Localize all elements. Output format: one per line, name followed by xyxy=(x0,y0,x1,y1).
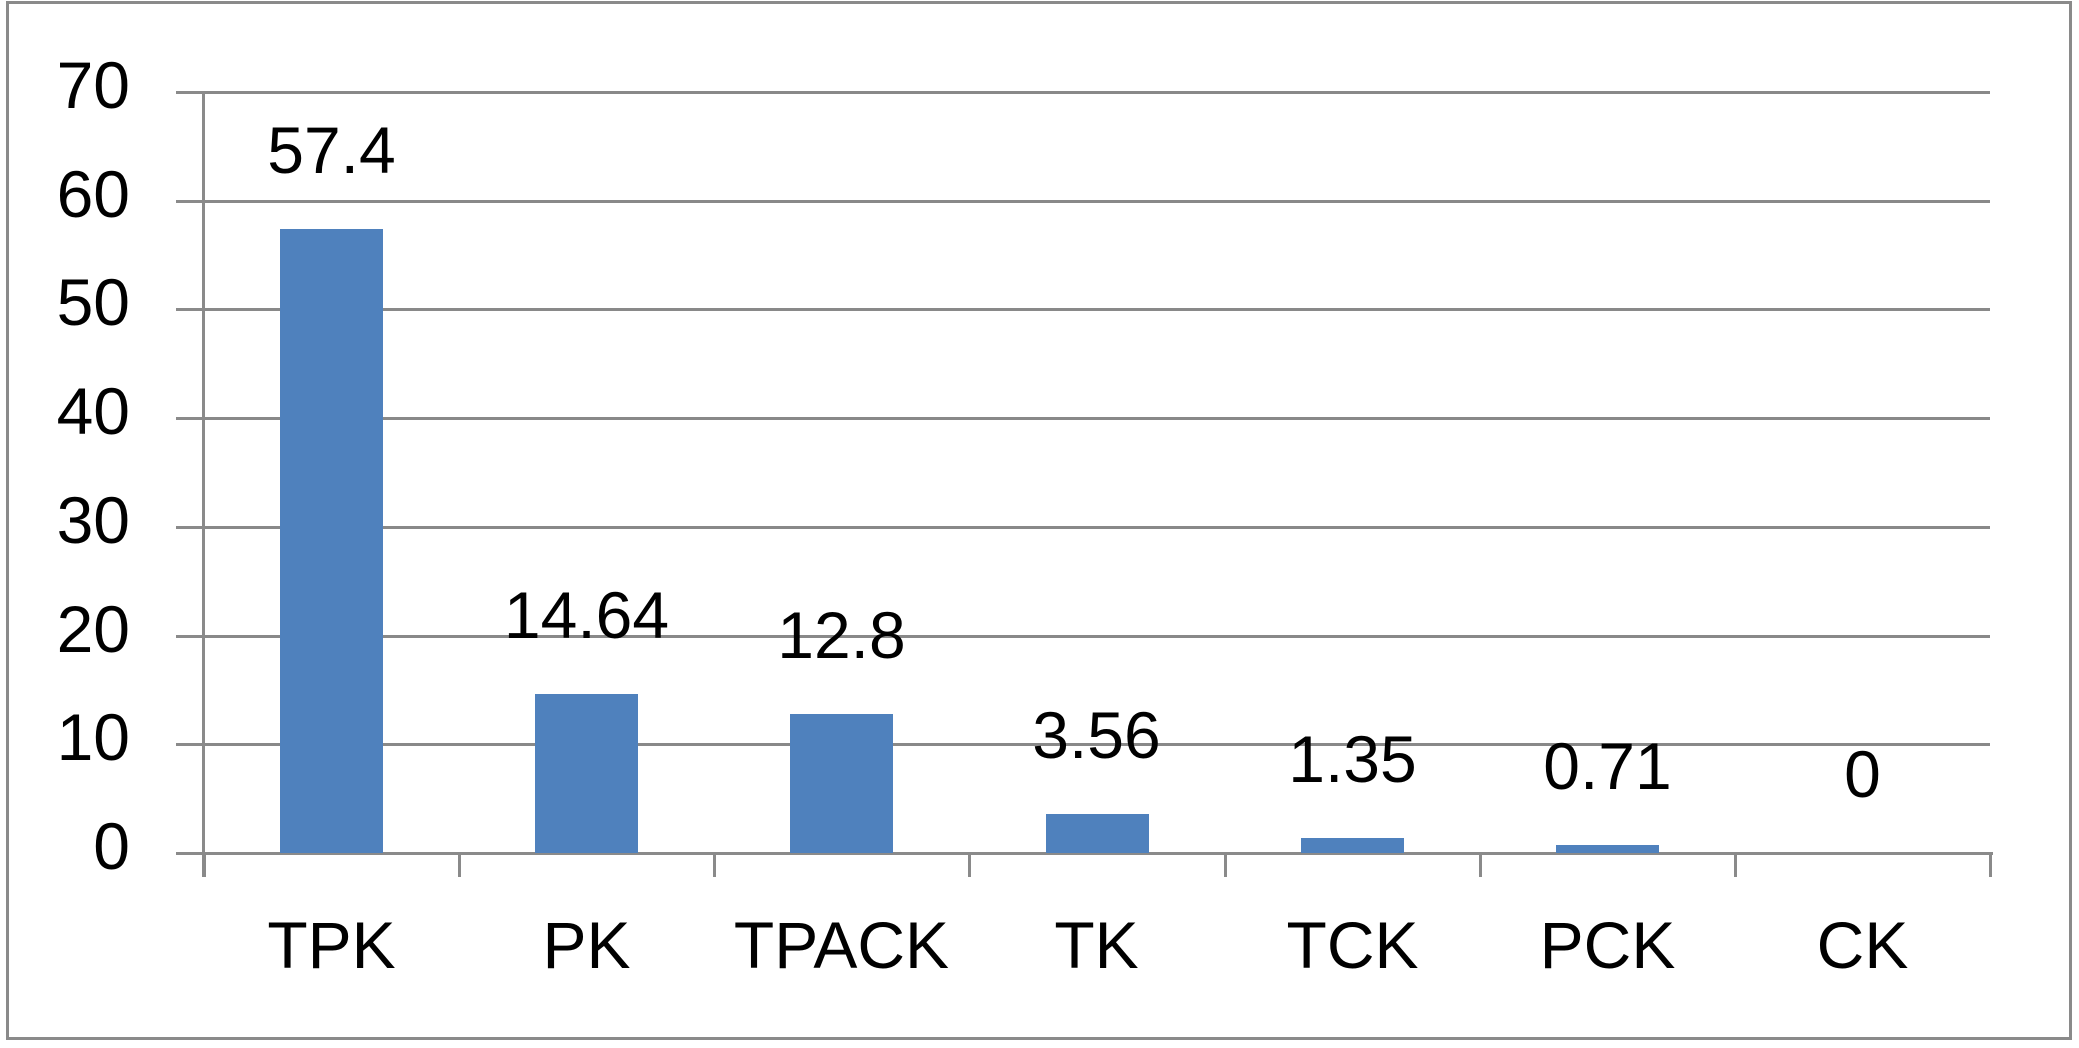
data-label: 0.71 xyxy=(1543,729,1672,803)
x-axis-line xyxy=(176,852,1993,855)
x-axis-tick xyxy=(1734,853,1737,877)
bar-tk xyxy=(1046,814,1149,853)
y-tick-label: 60 xyxy=(56,157,130,231)
gridline xyxy=(204,200,1990,203)
gridline xyxy=(204,417,1990,420)
x-category-label: TPACK xyxy=(733,908,950,982)
y-axis-tick xyxy=(176,635,204,638)
bar-tpack xyxy=(790,714,893,853)
x-axis-tick xyxy=(203,853,206,877)
data-label: 12.8 xyxy=(777,598,906,672)
x-axis-tick xyxy=(1989,853,1992,877)
x-category-label: TCK xyxy=(1286,908,1419,982)
x-axis-tick xyxy=(1479,853,1482,877)
x-category-label: PCK xyxy=(1539,908,1676,982)
bar-tpk xyxy=(280,229,383,853)
x-axis-tick xyxy=(458,853,461,877)
x-category-label: CK xyxy=(1816,908,1909,982)
data-label: 1.35 xyxy=(1288,722,1417,796)
y-axis-tick xyxy=(176,200,204,203)
y-tick-label: 10 xyxy=(56,700,130,774)
bar-pk xyxy=(535,694,638,853)
x-axis-tick xyxy=(1224,853,1227,877)
y-axis-tick xyxy=(176,526,204,529)
y-axis-tick xyxy=(176,91,204,94)
x-axis-tick xyxy=(968,853,971,877)
x-axis-tick xyxy=(713,853,716,877)
x-category-label: TPK xyxy=(267,908,396,982)
gridline xyxy=(204,743,1990,746)
y-axis-tick xyxy=(176,308,204,311)
y-tick-label: 0 xyxy=(93,809,130,883)
data-label: 14.64 xyxy=(503,578,670,652)
x-category-label: TK xyxy=(1054,908,1139,982)
y-tick-label: 70 xyxy=(56,48,130,122)
y-tick-label: 40 xyxy=(56,374,130,448)
gridline xyxy=(204,308,1990,311)
y-axis-tick xyxy=(176,743,204,746)
x-category-label: PK xyxy=(542,908,631,982)
y-axis-tick xyxy=(176,417,204,420)
data-label: 57.4 xyxy=(267,113,396,187)
data-label: 0 xyxy=(1844,737,1881,811)
y-axis-line xyxy=(202,92,205,877)
gridline xyxy=(204,91,1990,94)
gridline xyxy=(204,526,1990,529)
y-tick-label: 30 xyxy=(56,483,130,557)
y-tick-label: 50 xyxy=(56,265,130,339)
y-tick-label: 20 xyxy=(56,592,130,666)
bar-tck xyxy=(1301,838,1404,853)
gridline xyxy=(204,635,1990,638)
data-label: 3.56 xyxy=(1032,698,1161,772)
bar-pck xyxy=(1556,845,1659,853)
